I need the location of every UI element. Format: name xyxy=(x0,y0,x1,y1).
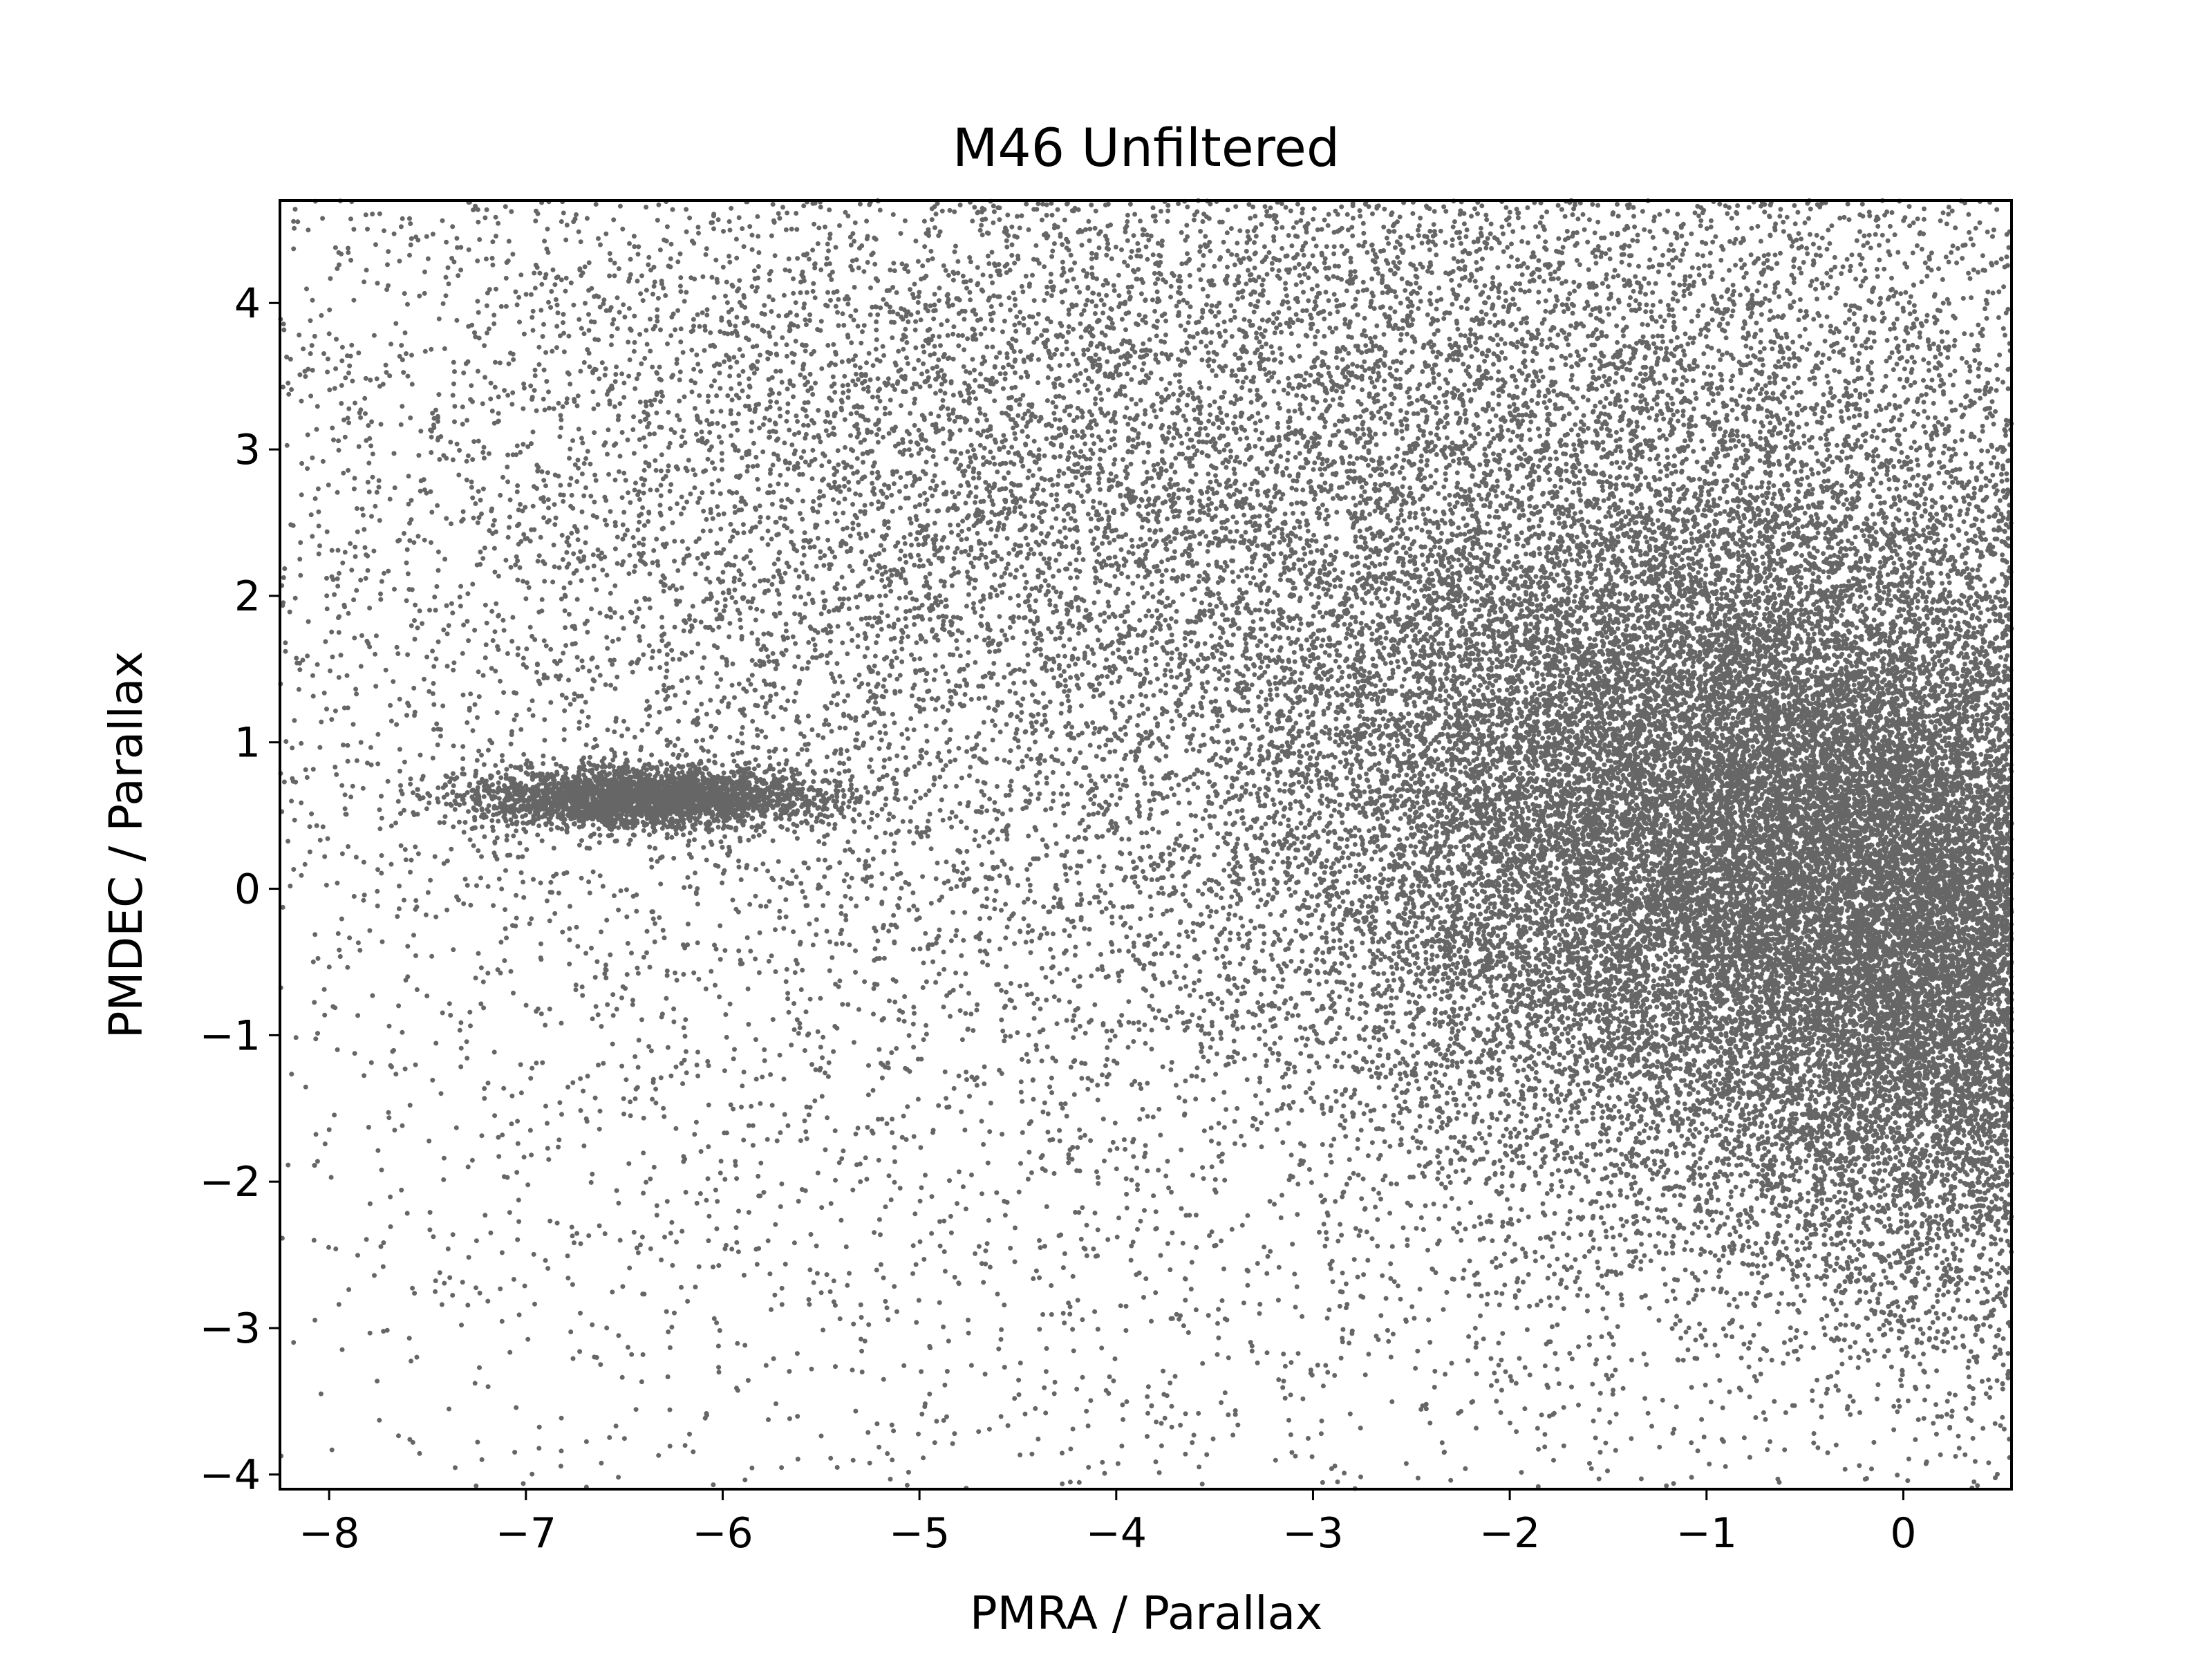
x-tick-label: −3 xyxy=(1282,1509,1343,1558)
y-tick-label: 3 xyxy=(234,426,261,474)
y-tick-label: −3 xyxy=(200,1305,261,1353)
x-tick-label: −1 xyxy=(1676,1509,1737,1558)
data-points xyxy=(278,198,2014,1491)
y-tick-label: 0 xyxy=(234,866,261,914)
scatter-points xyxy=(278,198,2014,1491)
x-axis-label: PMRA / Parallax xyxy=(970,1587,1322,1640)
y-axis-ticks: −4 −3 −2 −1 0 1 2 3 4 xyxy=(200,279,280,1500)
y-tick-label: −2 xyxy=(200,1158,261,1206)
y-tick-label: −1 xyxy=(200,1011,261,1060)
chart-title: M46 Unfiltered xyxy=(953,117,1340,178)
x-axis-ticks: −8 −7 −6 −5 −4 −3 −2 −1 0 xyxy=(299,1489,1917,1558)
x-tick-label: −8 xyxy=(299,1509,359,1558)
x-tick-label: 0 xyxy=(1890,1509,1916,1558)
y-axis-label: PMDEC / Parallax xyxy=(100,651,153,1039)
x-tick-label: −4 xyxy=(1086,1509,1147,1558)
plot-frame xyxy=(279,199,2013,1491)
x-tick-label: −6 xyxy=(692,1509,753,1558)
x-tick-label: −2 xyxy=(1479,1509,1540,1558)
y-tick-label: 1 xyxy=(234,719,261,767)
y-tick-label: 2 xyxy=(234,572,261,621)
x-tick-label: −7 xyxy=(496,1509,556,1558)
y-tick-label: −4 xyxy=(200,1451,261,1500)
y-tick-label: 4 xyxy=(234,279,261,328)
x-tick-label: −5 xyxy=(889,1509,950,1558)
